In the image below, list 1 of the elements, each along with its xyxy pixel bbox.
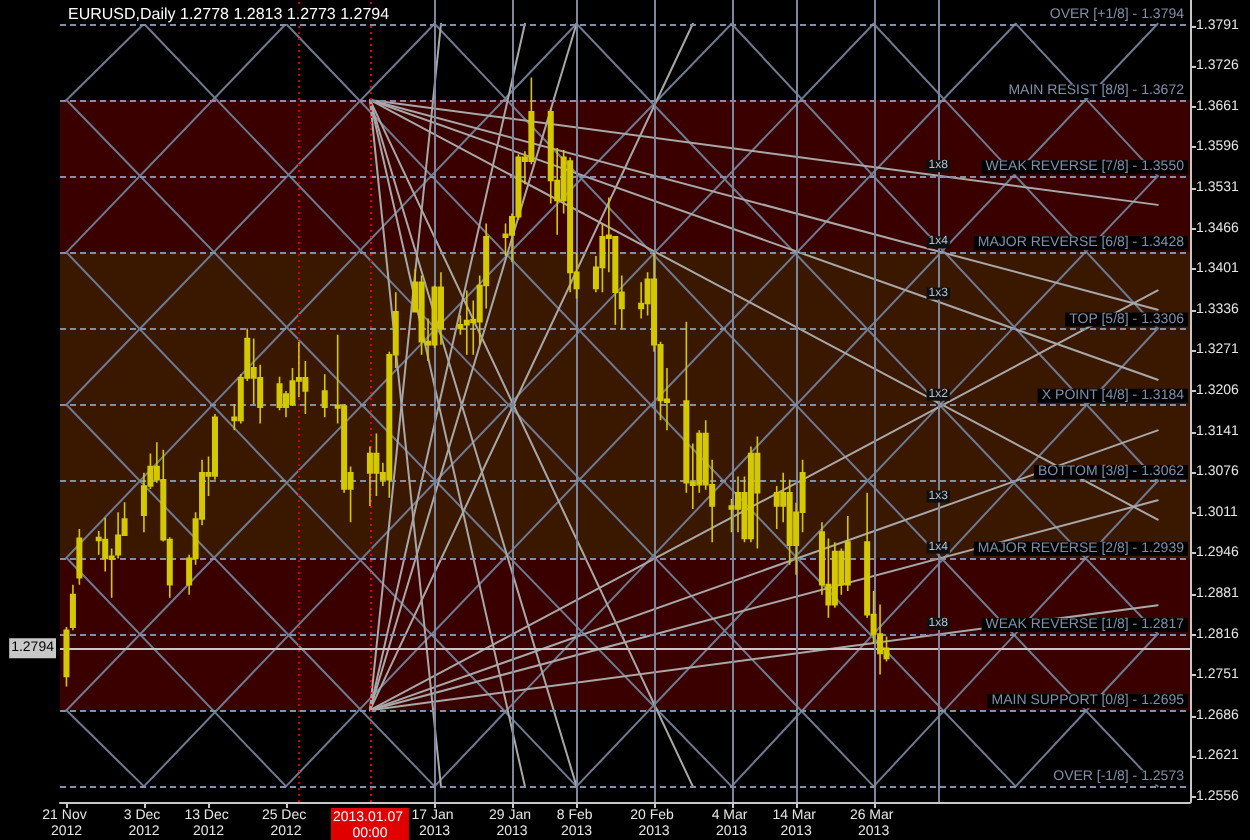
chart-title: EURUSD,Daily 1.2778 1.2813 1.2773 1.2794 xyxy=(68,5,391,23)
